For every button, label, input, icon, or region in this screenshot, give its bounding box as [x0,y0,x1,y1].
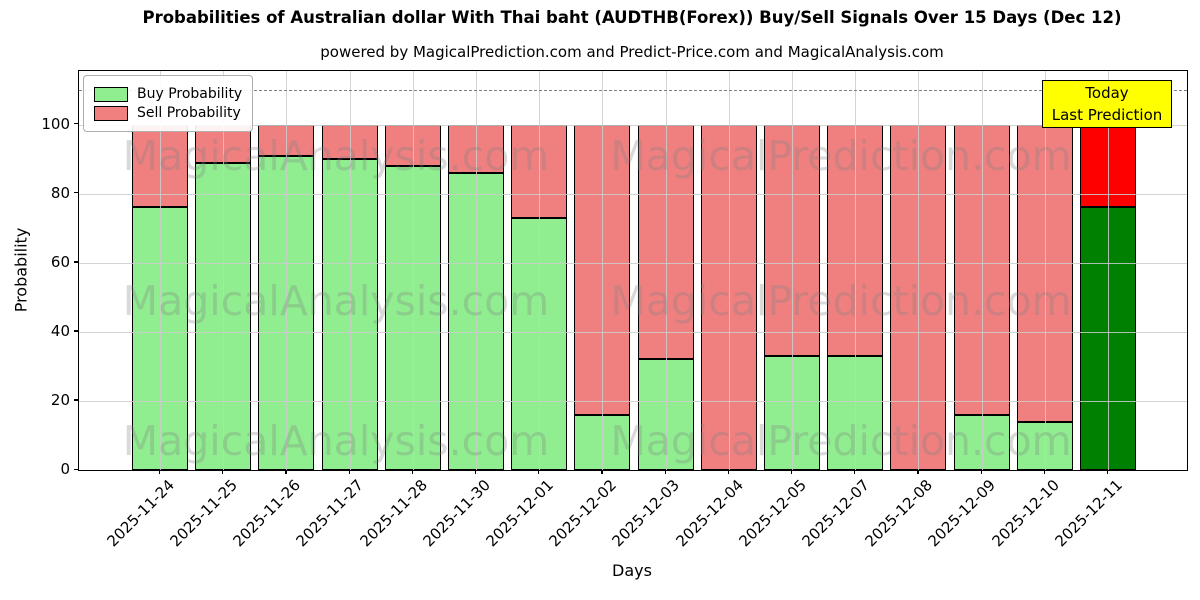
x-tick-label: 2025-12-10 [988,476,1063,551]
today-annotation-line1: Today [1085,84,1129,102]
v-gridline [1108,71,1110,470]
x-tick-label: 2025-12-03 [608,476,684,551]
v-gridline [412,71,414,470]
x-tick-mark [1107,470,1109,474]
today-annotation: Today Last Prediction [1042,80,1172,128]
x-tick-mark [538,470,540,474]
v-gridline [728,71,730,470]
v-gridline [665,71,667,470]
h-gridline [79,193,1187,195]
y-tick-mark [74,192,78,194]
x-axis-label: Days [612,561,652,580]
watermark-right: MagicalPrediction.com [610,417,1072,465]
x-tick-label: 2025-12-02 [545,476,621,551]
v-gridline [223,71,225,470]
h-gridline [79,262,1187,264]
legend-label-buy: Buy Probability [137,86,243,102]
x-tick-label: 2025-11-25 [166,476,241,551]
v-gridline [349,71,351,470]
legend-label-sell: Sell Probability [137,105,241,121]
legend-swatch-sell [94,105,128,121]
watermark-right: MagicalPrediction.com [610,132,1072,180]
legend-swatch-buy [94,86,128,102]
x-tick-mark [285,470,287,474]
y-tick-mark [74,261,78,263]
y-tick-label: 100 [41,114,70,133]
y-tick-label: 80 [50,183,70,202]
plot-clip: MagicalAnalysis.com MagicalPrediction.com… [79,71,1187,470]
x-tick-mark [159,470,161,474]
x-tick-mark [791,470,793,474]
x-tick-mark [601,470,603,474]
watermark-left: MagicalAnalysis.com [122,417,550,465]
today-annotation-line2: Last Prediction [1051,106,1163,124]
y-tick-mark [74,330,78,332]
y-tick-label: 20 [50,390,70,409]
y-tick-label: 0 [60,460,70,478]
x-tick-label: 2025-11-30 [419,476,494,551]
v-gridline [286,71,288,470]
v-gridline [855,71,857,470]
watermark-left: MagicalAnalysis.com [122,132,550,180]
chart-subtitle: powered by MagicalPrediction.com and Pre… [320,43,944,61]
x-tick-mark [980,470,982,474]
y-tick-mark [74,468,78,470]
y-tick-label: 40 [50,321,70,340]
y-tick-mark [74,399,78,401]
x-tick-mark [348,470,350,474]
h-gridline [79,400,1187,402]
h-gridline [79,124,1187,126]
legend-item-buy: Buy Probability [94,86,242,102]
legend-item-sell: Sell Probability [94,105,242,121]
x-tick-label: 2025-12-09 [924,476,1000,551]
v-gridline [160,71,162,470]
v-gridline [981,71,983,470]
x-tick-label: 2025-12-05 [735,476,810,551]
x-tick-label: 2025-11-27 [292,476,368,551]
x-tick-mark [917,470,919,474]
x-tick-mark [1043,470,1046,474]
x-tick-label: 2025-12-01 [482,476,557,551]
v-gridline [602,71,604,470]
x-tick-label: 2025-11-24 [103,476,178,551]
chart-title: Probabilities of Australian dollar With … [142,8,1122,27]
legend: Buy Probability Sell Probability [83,75,254,132]
v-gridline [792,71,794,470]
x-tick-mark [727,470,730,474]
watermark-right: MagicalPrediction.com [610,277,1072,325]
x-tick-label: 2025-11-26 [229,476,305,551]
x-tick-mark [664,470,666,474]
v-gridline [539,71,541,470]
v-gridline [918,71,920,470]
v-gridline [1044,71,1046,470]
v-gridline [476,71,478,470]
x-tick-mark [222,470,224,474]
y-tick-mark [74,123,78,125]
h-gridline [79,331,1187,333]
x-tick-label: 2025-11-28 [356,476,431,551]
x-tick-label: 2025-12-08 [861,476,937,551]
y-tick-label: 60 [50,252,70,271]
x-tick-mark [854,470,856,474]
x-tick-mark [475,470,477,474]
x-tick-label: 2025-12-11 [1051,476,1126,551]
x-tick-label: 2025-12-04 [672,476,747,551]
watermark-left: MagicalAnalysis.com [122,277,550,325]
dashed-threshold-line [79,90,1187,91]
x-tick-label: 2025-12-07 [798,476,873,551]
x-tick-mark [411,470,414,474]
plot-area: MagicalAnalysis.com MagicalPrediction.com… [78,70,1188,471]
